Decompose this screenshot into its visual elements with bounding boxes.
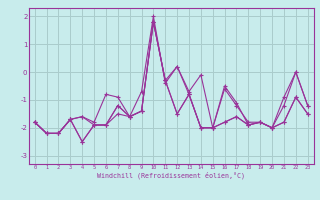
X-axis label: Windchill (Refroidissement éolien,°C): Windchill (Refroidissement éolien,°C) xyxy=(97,172,245,179)
